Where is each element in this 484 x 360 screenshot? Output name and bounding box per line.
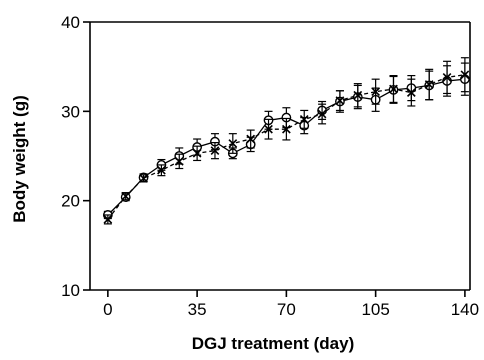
- data-point: [228, 139, 238, 148]
- y-axis-title: Body weight (g): [10, 95, 29, 222]
- data-point: [371, 87, 381, 97]
- y-tick-label: 40: [61, 13, 80, 32]
- data-point: [353, 90, 363, 100]
- x-tick-label: 105: [361, 300, 389, 319]
- y-tick-label: 20: [61, 192, 80, 211]
- x-tick-label: 140: [451, 300, 479, 319]
- data-point: [282, 124, 291, 134]
- data-point: [121, 191, 131, 201]
- data-point: [389, 84, 398, 94]
- data-point: [174, 156, 184, 166]
- data-point: [299, 115, 309, 124]
- data-point: [406, 88, 416, 97]
- data-point: [335, 96, 345, 105]
- series-line: [107, 74, 465, 220]
- series-1: [102, 62, 470, 220]
- x-axis-title: DGJ treatment (day): [192, 334, 354, 353]
- series-2: [103, 57, 470, 225]
- axes: 10 20 30 40 0 35 70 105 140: [61, 13, 479, 319]
- data-point: [424, 80, 434, 89]
- data-point: [246, 134, 256, 144]
- y-tick-label: 10: [61, 281, 80, 300]
- data-point: [210, 146, 220, 156]
- x-tick-label: 35: [188, 300, 207, 319]
- data-point: [460, 70, 470, 80]
- plot-area: [102, 57, 470, 225]
- data-point: [442, 73, 452, 82]
- x-tick-label: 0: [103, 300, 112, 319]
- data-point: [317, 109, 327, 119]
- data-point: [264, 124, 273, 134]
- y-tick-label: 30: [61, 102, 80, 121]
- data-point: [103, 215, 113, 224]
- data-point: [157, 165, 166, 175]
- data-point: [192, 148, 202, 158]
- x-tick-label: 70: [277, 300, 296, 319]
- data-point: [139, 173, 148, 183]
